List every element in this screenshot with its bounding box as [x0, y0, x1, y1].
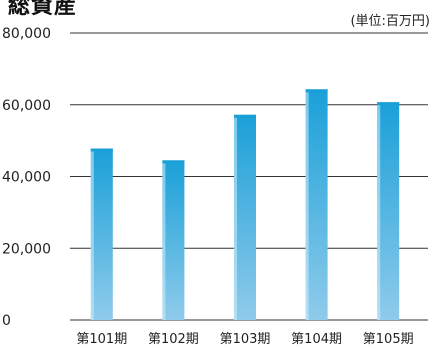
bar-cap	[90, 148, 113, 152]
unit-label: (単位:百万円)	[350, 14, 430, 29]
y-tick-label: 40,000	[2, 170, 51, 186]
x-tick-label: 第104期	[291, 332, 342, 347]
chart-title: 総資産	[8, 0, 78, 19]
y-tick-label: 80,000	[2, 26, 51, 42]
x-tick-label: 第103期	[220, 332, 271, 347]
bar-highlight	[234, 117, 237, 320]
bar	[90, 148, 113, 320]
x-tick-label: 第102期	[148, 332, 199, 347]
bar-highlight	[377, 105, 381, 321]
bar	[377, 102, 400, 321]
bar	[305, 89, 328, 320]
bars	[90, 89, 400, 321]
bar-cap	[305, 89, 328, 93]
bar-highlight	[305, 92, 309, 320]
bar-highlight	[162, 163, 166, 320]
y-axis: 0 20,000 40,000 60,000 80,000	[2, 26, 51, 329]
bar	[162, 160, 185, 320]
x-tick-label: 第105期	[363, 332, 414, 347]
x-tick-label: 第101期	[76, 332, 127, 347]
x-axis: 第101期 第102期 第103期 第104期 第105期	[76, 332, 413, 347]
y-tick-label: 20,000	[2, 241, 51, 257]
y-tick-label: 60,000	[2, 98, 51, 114]
bar-highlight	[90, 151, 94, 320]
bar	[234, 114, 256, 320]
bar-cap	[162, 160, 185, 164]
y-tick-label: 0	[2, 313, 11, 329]
bar-cap	[377, 102, 400, 106]
bar-cap	[234, 114, 256, 118]
